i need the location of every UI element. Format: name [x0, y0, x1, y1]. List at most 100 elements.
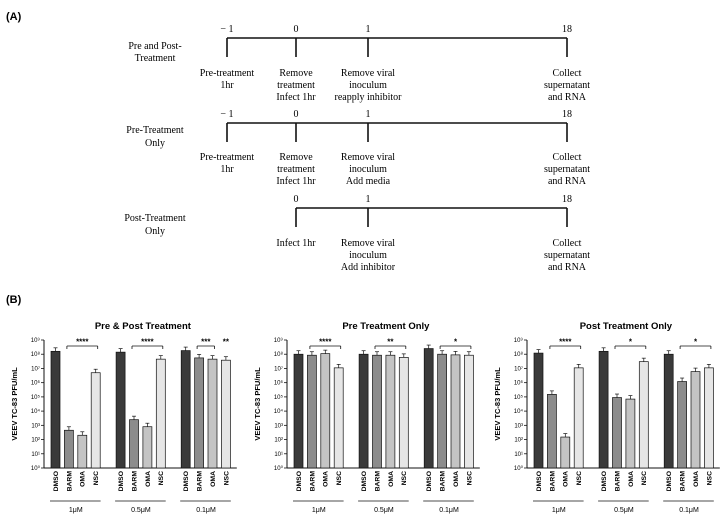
timeline-event-text: Pre-treatment	[200, 68, 255, 79]
bar-group-0.1μM: DMSO BARM OMA NSC 0.1μM *	[663, 338, 714, 514]
bar-barm	[677, 381, 687, 469]
timeline-event-text: and RNA	[548, 262, 587, 273]
x-tick-label: NSC	[706, 471, 713, 485]
timeline-tick-label: 18	[562, 24, 572, 35]
timeline-event-text: inoculum	[349, 250, 387, 261]
y-tick-label: 10³	[274, 423, 283, 429]
timeline-name: Pre and Post-	[128, 41, 181, 52]
y-tick-label: 10⁴	[274, 408, 284, 415]
y-tick-label: 10⁸	[31, 351, 41, 358]
x-tick-label: DMSO	[426, 471, 433, 491]
timeline-event-text: Remove viral	[341, 68, 395, 79]
x-tick-label: DMSO	[361, 471, 368, 491]
bar-nsc	[464, 354, 474, 469]
bar-nsc	[398, 357, 409, 469]
timeline-name: Only	[145, 138, 165, 149]
timeline-event-text: Add media	[346, 176, 391, 187]
bar-oma	[450, 354, 461, 469]
timeline-tick-label: 0	[294, 109, 299, 120]
group-concentration-label: 0.5μM	[374, 507, 394, 514]
timeline-event-text: supernatant	[544, 164, 590, 175]
x-tick-label: DMSO	[183, 471, 190, 491]
timeline-tick-label: 18	[562, 194, 572, 205]
y-tick-label: 10⁹	[31, 337, 41, 344]
x-tick-label: BARM	[549, 471, 556, 492]
bar-barm	[129, 419, 139, 469]
bar-barm	[612, 397, 622, 469]
bar-oma	[385, 354, 396, 469]
timeline-event-text: treatment	[277, 164, 315, 175]
x-tick-label: NSC	[158, 471, 165, 485]
x-tick-label: OMA	[388, 471, 395, 487]
y-tick-label: 10⁶	[274, 380, 284, 387]
y-tick-label: 10⁶	[31, 380, 41, 387]
bar-nsc	[704, 367, 714, 469]
y-tick-label: 10²	[514, 438, 523, 444]
x-tick-label: NSC	[223, 471, 230, 485]
bar-nsc	[90, 372, 101, 469]
group-concentration-label: 0.5μM	[131, 507, 151, 514]
y-tick-label: 10³	[514, 423, 523, 429]
bar-dmso	[115, 351, 126, 469]
timeline-event-text: reapply inhibitor	[335, 92, 403, 103]
y-tick-label: 10⁷	[31, 365, 40, 372]
significance-stars: ****	[559, 338, 572, 347]
bar-oma	[690, 371, 701, 469]
timeline-event-text: supernatant	[544, 250, 590, 261]
y-tick-label: 10⁰	[514, 465, 524, 472]
timeline-name: Post-Treatment	[124, 213, 186, 224]
bar-barm	[64, 429, 74, 469]
timeline-event-text: inoculum	[349, 164, 387, 175]
timeline-tick-label: 0	[294, 194, 299, 205]
timeline-event-text: 1hr	[220, 80, 234, 91]
timeline-tick-label: − 1	[220, 109, 233, 120]
y-tick-label: 10⁷	[514, 365, 523, 372]
bar-group-0.1μM: DMSO BARM OMA NSC 0.1μM *	[423, 338, 474, 514]
bar-dmso	[180, 350, 191, 469]
bar-dmso	[358, 353, 369, 469]
bar-dmso	[533, 352, 544, 469]
chart-title: Pre Treatment Only	[342, 321, 430, 332]
bar-nsc	[638, 361, 649, 469]
x-tick-label: OMA	[80, 471, 87, 487]
bar-group-1μM: DMSO BARM OMA NSC 1μM ****	[50, 338, 101, 514]
y-tick-label: 10⁹	[274, 337, 284, 344]
timeline-event-text: Infect 1hr	[276, 176, 316, 187]
x-tick-label: OMA	[145, 471, 152, 487]
y-tick-label: 10¹	[274, 452, 283, 458]
bar-barm	[437, 353, 447, 469]
timeline-event-text: Add inhibitor	[341, 262, 396, 273]
bar-group-0.5μM: DMSO BARM OMA NSC 0.5μM *	[598, 338, 649, 514]
timeline-name: Treatment	[135, 53, 176, 64]
x-tick-label: BARM	[197, 471, 204, 492]
y-tick-label: 10⁵	[514, 394, 524, 401]
bar-barm	[547, 394, 557, 469]
timeline-row-1: Pre and Post-Treatment − 1 Pre-treatment1h…	[128, 24, 590, 103]
bar-nsc	[333, 367, 344, 469]
bar-group-1μM: DMSO BARM OMA NSC 1μM ****	[533, 338, 584, 514]
timeline-event-text: Infect 1hr	[276, 92, 316, 103]
timeline-event-text: inoculum	[349, 80, 387, 91]
y-axis-label: VEEV TC-83 PFU/mL	[10, 367, 19, 441]
x-tick-label: NSC	[336, 471, 343, 485]
group-concentration-label: 0.1μM	[679, 507, 699, 514]
y-tick-label: 10⁵	[31, 394, 41, 401]
bar-nsc	[155, 358, 166, 469]
timeline-event-text: Collect	[553, 152, 582, 163]
timeline-event-text: Collect	[553, 68, 582, 79]
timeline-name: Only	[145, 226, 165, 237]
x-tick-label: OMA	[693, 471, 700, 487]
x-tick-label: BARM	[614, 471, 621, 492]
x-tick-label: BARM	[374, 471, 381, 492]
significance-stars-extra: **	[223, 338, 230, 347]
x-tick-label: DMSO	[118, 471, 125, 491]
y-tick-label: 10⁰	[31, 465, 41, 472]
timeline-event-text: Remove viral	[341, 238, 395, 249]
x-tick-label: BARM	[309, 471, 316, 492]
y-tick-label: 10²	[274, 438, 283, 444]
panel-a-timelines: (A) Pre and Post-Treatment − 1 Pre-treatmen…	[6, 11, 590, 273]
y-tick-label: 10⁰	[274, 465, 284, 472]
y-tick-label: 10⁵	[274, 394, 284, 401]
